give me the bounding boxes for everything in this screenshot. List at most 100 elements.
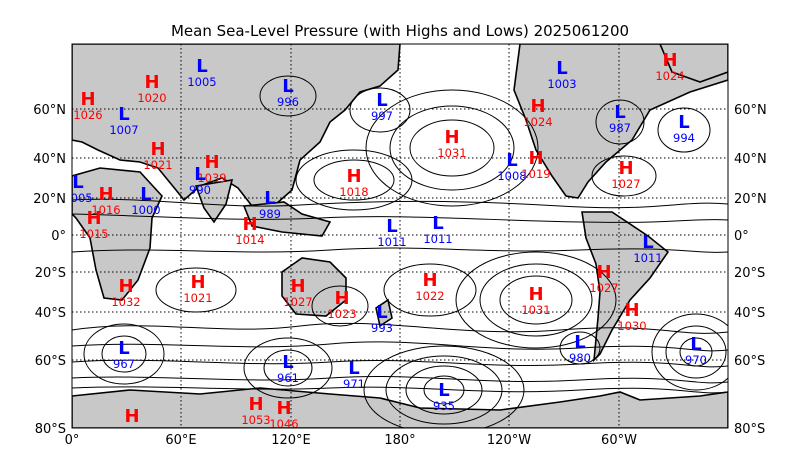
low-symbol: L — [386, 216, 397, 237]
lat-label: 20°N — [734, 192, 767, 207]
isobar-ring — [311, 285, 369, 327]
high-symbol: H — [150, 139, 165, 160]
lat-label: 20°S — [734, 266, 765, 281]
isobar-ring — [101, 335, 147, 373]
high-symbol: H — [334, 288, 349, 309]
pressure-value: 1027 — [589, 281, 618, 295]
pressure-value: 1024 — [655, 69, 684, 83]
lon-label: 60°E — [165, 433, 196, 448]
pressure-value: 1020 — [137, 91, 166, 105]
pressure-value: 980 — [569, 351, 591, 365]
high-symbol: H — [528, 284, 543, 305]
land-australia — [281, 257, 347, 317]
high-symbol: H — [80, 89, 95, 110]
lat-label: 40°N — [33, 152, 66, 167]
landmasses — [72, 44, 728, 428]
high-symbol: H — [624, 300, 639, 321]
pressure-value: 1022 — [415, 289, 444, 303]
lat-labels-right: 60°N 40°N 20°N 0° 20°S 40°S 60°S 80°S — [734, 103, 767, 437]
pressure-value: 1003 — [547, 77, 576, 91]
pressure-value: 1011 — [423, 232, 452, 246]
land-greenland — [659, 44, 728, 83]
isobar-ring — [405, 365, 483, 415]
low-symbol: L — [196, 56, 207, 77]
isobar-ring — [349, 87, 411, 133]
lon-labels: 0° 60°E 120°E 180° 120°W 60°W — [65, 433, 637, 448]
pressure-value: 993 — [371, 321, 393, 335]
pressure-value: 1023 — [327, 307, 356, 321]
pressure-value: 935 — [433, 399, 455, 413]
low-symbol: L — [642, 232, 653, 253]
pressure-value: 1016 — [91, 203, 120, 217]
low-symbol: L — [690, 334, 701, 355]
high-symbol: H — [118, 276, 133, 297]
pressure-value: 970 — [685, 353, 707, 367]
high-symbol: H — [662, 50, 677, 71]
isobars — [72, 75, 728, 428]
pressure-value: 1011 — [633, 251, 662, 265]
isobar-ring — [263, 349, 313, 387]
lat-label: 60°S — [35, 354, 66, 369]
lon-label: 120°E — [271, 433, 311, 448]
pressure-value: 1026 — [73, 108, 102, 122]
low-symbol: L — [376, 302, 387, 323]
high-symbol: H — [290, 276, 305, 297]
high-symbol: H — [346, 166, 361, 187]
isobar-ring — [679, 337, 713, 367]
isobar-ring — [665, 325, 727, 379]
gridlines — [72, 44, 728, 428]
pressure-value: 1021 — [183, 291, 212, 305]
isobar-ring — [409, 119, 495, 177]
pressure-value: 1070 — [117, 425, 146, 439]
isobar-ring — [389, 105, 515, 191]
isobar-ring — [499, 275, 573, 325]
isobar — [72, 198, 728, 209]
lat-label: 60°S — [734, 354, 765, 369]
lat-label: 60°N — [33, 103, 66, 118]
low-symbol: L — [282, 352, 293, 373]
high-symbol: H — [124, 406, 139, 427]
pressure-value: 1007 — [109, 123, 138, 137]
pressure-value: 1031 — [437, 146, 466, 160]
pressure-value: 989 — [259, 207, 281, 221]
low-symbol: L — [194, 164, 205, 185]
isobar — [72, 341, 728, 352]
lat-label: 0° — [734, 229, 749, 244]
high-symbol: H — [422, 270, 437, 291]
isobar — [72, 322, 728, 334]
high-symbol: H — [144, 72, 159, 93]
land-newzealand — [375, 298, 393, 328]
pressure-value: 997 — [371, 109, 393, 123]
high-symbol: H — [98, 184, 113, 205]
isobar-ring — [479, 263, 593, 337]
lat-label: 40°S — [35, 306, 66, 321]
pressure-value: 1018 — [339, 185, 368, 199]
lat-label: 20°N — [33, 192, 66, 207]
pressure-value: 1000 — [131, 203, 160, 217]
low-symbol: L — [72, 172, 83, 193]
low-symbol: L — [282, 76, 293, 97]
high-symbol: H — [242, 214, 257, 235]
low-symbol: L — [264, 188, 275, 209]
pressure-value: 994 — [673, 131, 695, 145]
lat-label: 40°N — [734, 152, 767, 167]
pressure-value: 967 — [113, 357, 135, 371]
high-symbol: H — [204, 152, 219, 173]
pressure-value: 1032 — [111, 295, 140, 309]
low-symbol: L — [614, 102, 625, 123]
pressure-value: 1027 — [283, 295, 312, 309]
low-symbol: L — [140, 184, 151, 205]
low-symbol: L — [376, 90, 387, 111]
pressure-value: 1005 — [63, 191, 92, 205]
isobar-ring — [651, 313, 728, 391]
isobar-ring — [363, 345, 525, 428]
lon-label: 0° — [65, 433, 80, 448]
pressure-value: 1014 — [235, 233, 264, 247]
low-symbol: L — [432, 213, 443, 234]
chart-title: Mean Sea-Level Pressure (with Highs and … — [171, 22, 629, 40]
lat-label: 40°S — [734, 306, 765, 321]
pressure-value: 1015 — [79, 227, 108, 241]
pressure-value: 1030 — [617, 319, 646, 333]
low-symbol: L — [506, 150, 517, 171]
pressure-value: 961 — [277, 371, 299, 385]
